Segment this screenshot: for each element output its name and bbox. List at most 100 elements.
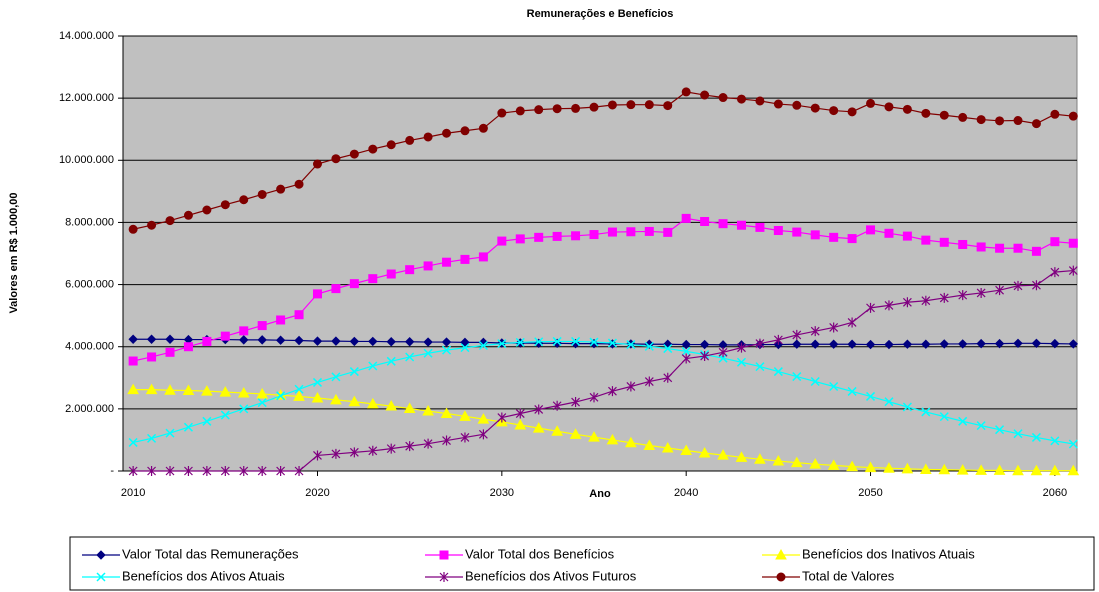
marker	[405, 352, 415, 362]
y-tick-label: 2.000.000	[65, 403, 114, 415]
marker	[201, 385, 213, 396]
marker	[147, 433, 157, 443]
marker	[96, 572, 106, 582]
marker	[368, 274, 378, 284]
marker	[626, 340, 636, 350]
marker	[1013, 243, 1023, 253]
marker	[847, 386, 857, 396]
marker	[995, 243, 1005, 253]
marker	[884, 339, 894, 350]
marker	[239, 404, 249, 414]
marker	[294, 310, 304, 320]
marker	[663, 101, 673, 111]
marker	[439, 572, 449, 582]
marker	[460, 343, 470, 353]
marker	[866, 302, 875, 313]
marker	[514, 418, 527, 430]
marker	[607, 100, 617, 110]
marker	[348, 395, 361, 407]
marker	[1031, 432, 1041, 442]
marker	[183, 210, 193, 220]
marker	[773, 334, 783, 345]
marker	[792, 372, 802, 382]
marker	[386, 356, 396, 366]
marker	[368, 144, 378, 154]
marker	[644, 100, 654, 110]
marker	[902, 297, 912, 308]
marker	[312, 159, 322, 169]
marker	[257, 189, 267, 199]
marker	[497, 339, 507, 349]
marker	[921, 108, 931, 118]
marker	[773, 367, 783, 377]
marker	[478, 252, 488, 262]
marker	[202, 416, 212, 426]
x-tick-label: 2050	[858, 487, 882, 499]
series-line	[133, 269, 1074, 472]
marker	[497, 108, 507, 118]
marker	[921, 339, 931, 349]
marker	[1050, 109, 1060, 119]
marker	[829, 322, 839, 333]
marker	[902, 402, 912, 412]
marker	[1031, 246, 1041, 256]
marker	[626, 100, 636, 110]
marker	[442, 435, 451, 446]
y-tick-label: 14.000.000	[59, 30, 114, 42]
marker	[239, 466, 249, 476]
marker	[681, 339, 691, 350]
marker	[644, 341, 654, 351]
marker	[1012, 464, 1024, 476]
marker	[884, 300, 894, 311]
marker	[239, 326, 249, 336]
marker	[1049, 464, 1061, 476]
marker	[202, 466, 212, 476]
series-line	[133, 217, 1074, 362]
marker	[1068, 265, 1078, 276]
marker	[96, 550, 106, 560]
y-tick-label: 8.000.000	[65, 216, 114, 228]
marker	[736, 357, 747, 367]
marker	[958, 416, 968, 426]
marker	[829, 381, 839, 392]
marker	[220, 410, 230, 420]
marker	[515, 234, 525, 244]
marker	[1031, 338, 1042, 349]
marker	[589, 337, 599, 347]
marker	[864, 461, 877, 473]
marker	[349, 367, 359, 377]
marker	[663, 372, 673, 383]
marker	[127, 383, 139, 395]
marker	[442, 257, 452, 267]
marker	[164, 384, 176, 395]
marker	[1050, 338, 1060, 349]
marker	[294, 466, 304, 476]
marker	[478, 340, 488, 351]
marker	[976, 115, 986, 125]
marker	[386, 443, 396, 454]
marker	[699, 339, 710, 350]
marker	[237, 386, 250, 398]
marker	[1067, 464, 1080, 476]
marker	[386, 140, 396, 150]
marker	[313, 450, 322, 461]
marker	[386, 337, 396, 347]
marker	[589, 392, 599, 403]
marker	[552, 400, 562, 411]
marker	[737, 342, 746, 353]
marker	[312, 377, 323, 387]
marker	[220, 331, 230, 341]
marker	[534, 105, 544, 115]
marker	[921, 295, 931, 306]
marker	[847, 317, 857, 328]
marker	[478, 123, 488, 133]
marker	[884, 397, 894, 407]
marker	[219, 386, 232, 397]
marker	[405, 441, 415, 452]
marker	[736, 94, 746, 104]
marker	[534, 337, 544, 347]
marker	[975, 464, 987, 475]
marker	[792, 227, 802, 237]
marker	[441, 337, 452, 347]
marker	[1013, 429, 1023, 439]
